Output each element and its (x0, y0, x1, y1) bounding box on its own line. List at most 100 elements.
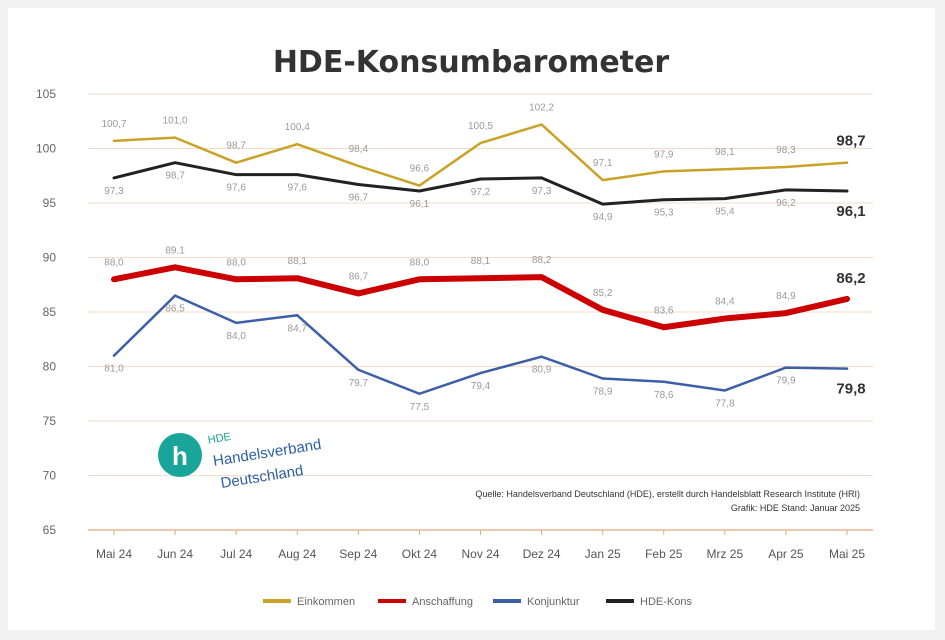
data-label: 84,0 (226, 331, 246, 342)
x-tick-label: Mai 24 (96, 547, 132, 561)
end-value-label: 96,1 (836, 203, 865, 220)
hde-logo: h HDE Handelsverband Deutschland (158, 431, 322, 492)
data-point (601, 377, 604, 380)
end-value-label: 98,7 (836, 133, 865, 150)
x-axis: Mai 24 Jun 24 Jul 24 Aug 24 Sep 24 Okt 24 Nov … (88, 529, 873, 561)
data-point (540, 123, 543, 126)
data-label: 83,6 (654, 305, 674, 316)
data-point (662, 380, 665, 383)
data-point (845, 367, 849, 370)
data-label: 102,2 (529, 103, 554, 114)
data-point (479, 141, 482, 145)
data-point (296, 142, 299, 146)
data-label: 79,9 (776, 376, 796, 387)
data-label: 100,5 (468, 121, 493, 132)
data-label: 94,9 (593, 212, 613, 223)
gridlines (88, 93, 873, 531)
data-point (662, 326, 665, 329)
legend-label: Einkommen (297, 596, 355, 608)
data-point (723, 168, 727, 171)
data-point (357, 183, 360, 186)
data-point (723, 389, 727, 392)
data-label: 97,6 (288, 183, 308, 194)
chart-frame: HDE-Konsumbarometer 65 70 75 80 85 90 95 100 105… (8, 8, 935, 630)
data-label: 80,9 (532, 365, 552, 376)
data-point (418, 278, 421, 281)
end-labels: 98,7 86,2 79,8 96,1 (836, 133, 865, 398)
data-point (112, 139, 116, 143)
y-tick-label: 75 (43, 414, 57, 428)
data-point (601, 308, 604, 312)
data-label: 88,2 (532, 255, 552, 266)
chart-title: HDE-Konsumbarometer (273, 45, 670, 80)
x-tick-label: Sep 24 (339, 547, 377, 561)
data-point (479, 371, 482, 375)
data-point (845, 161, 849, 164)
data-point (418, 184, 421, 187)
data-point (784, 188, 788, 192)
data-label: 97,6 (226, 183, 246, 194)
data-label: 86,5 (165, 304, 185, 315)
logo-line1: HDE (207, 431, 232, 446)
data-label: 79,7 (349, 378, 369, 389)
source-note: Quelle: Handelsverband Deutschland (HDE)… (475, 489, 860, 499)
data-point (845, 297, 849, 301)
data-point (173, 266, 177, 269)
data-point (540, 176, 543, 180)
data-point (784, 165, 788, 169)
data-label: 84,7 (288, 323, 308, 334)
data-point (173, 294, 177, 297)
data-point (601, 202, 604, 206)
data-point (723, 317, 727, 320)
data-point (112, 176, 116, 180)
x-tick-label: Okt 24 (402, 547, 438, 561)
data-point (479, 177, 482, 181)
data-point (296, 277, 299, 280)
y-tick-label: 85 (43, 305, 57, 319)
data-point (234, 278, 238, 281)
data-label: 78,9 (593, 386, 613, 397)
data-label: 96,1 (410, 199, 430, 210)
data-point (479, 277, 482, 280)
data-point (662, 198, 665, 201)
data-label: 98,7 (226, 141, 246, 152)
y-tick-label: 95 (43, 196, 57, 210)
data-point (540, 275, 543, 279)
data-label: 88,1 (288, 256, 308, 267)
data-label: 77,8 (715, 398, 735, 409)
data-point (296, 314, 299, 317)
series-lines (111, 123, 850, 395)
data-label: 95,3 (654, 208, 674, 219)
x-tick-label: Jul 24 (220, 547, 252, 561)
data-labels: 100,7 101,0 98,7 100,4 98,4 96,6 100,5 102,2 97,… (101, 103, 796, 413)
data-point (784, 366, 788, 369)
data-label: 78,6 (654, 390, 674, 401)
data-label: 97,3 (104, 186, 124, 197)
data-label: 89,1 (165, 245, 185, 256)
y-tick-label: 70 (43, 469, 57, 483)
data-point (357, 368, 360, 371)
data-point (418, 189, 421, 193)
data-point (234, 161, 238, 164)
data-label: 88,1 (471, 256, 491, 267)
data-label: 98,4 (349, 144, 369, 155)
data-label: 98,7 (165, 171, 185, 182)
data-label: 96,7 (349, 192, 369, 203)
data-label: 96,2 (776, 198, 796, 209)
data-label: 79,4 (471, 381, 491, 392)
data-label: 85,2 (593, 288, 613, 299)
data-point (234, 321, 238, 325)
legend-label: Anschaffung (412, 596, 473, 608)
logo-badge-icon (158, 433, 202, 477)
x-tick-label: Feb 25 (645, 547, 683, 561)
y-tick-label: 105 (36, 87, 56, 101)
data-label: 100,4 (285, 122, 310, 133)
line-chart: HDE-Konsumbarometer 65 70 75 80 85 90 95 100 105… (36, 45, 873, 608)
data-point (418, 392, 421, 395)
data-point (540, 355, 543, 358)
end-value-label: 79,8 (836, 381, 865, 398)
y-tick-label: 100 (36, 142, 56, 156)
data-label: 77,5 (410, 402, 430, 413)
data-point (112, 278, 116, 281)
data-label: 98,3 (776, 145, 796, 156)
